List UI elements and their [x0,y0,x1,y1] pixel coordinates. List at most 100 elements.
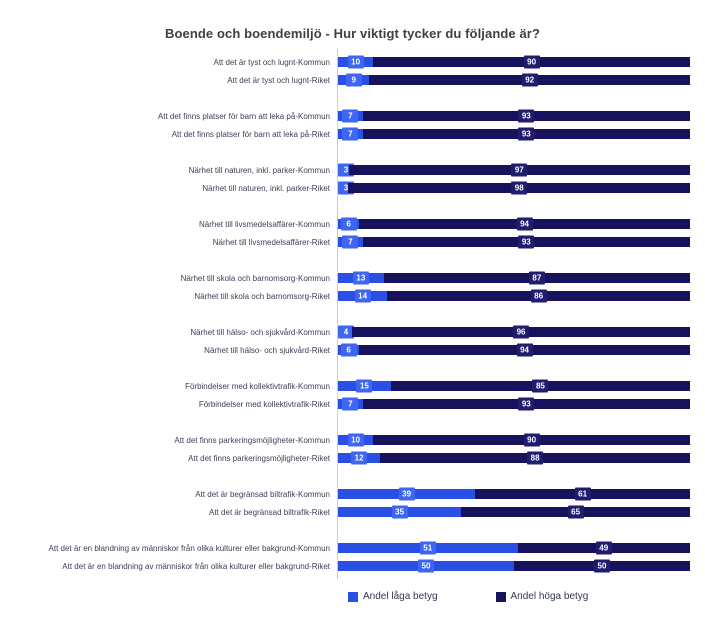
value-badge: 87 [528,271,545,285]
bar-row: Att det finns parkeringsmöjligheter-Rike… [0,449,705,467]
bar-track: 7 93 [338,109,690,123]
value-badge: 96 [513,325,530,339]
hoga-segment: 85 [390,379,690,393]
laga-segment: 9 [338,73,370,87]
plot-area: Att det är tyst och lugnt-Kommun 10 90 Att … [0,49,705,579]
laga-segment: 39 [338,487,476,501]
category-label: Att det är begränsad biltrafik-Riket [209,507,330,517]
bar-row: Förbindelser med kollektivtrafik-Kommun 1… [0,377,705,395]
bar-track: 10 90 [338,55,690,69]
hoga-segment: 92 [369,73,690,87]
hoga-segment: 94 [359,343,690,357]
laga-segment: 12 [338,451,381,465]
hoga-segment: 65 [461,505,690,519]
bar-track: 4 96 [338,325,690,339]
legend-item-laga-betyg[interactable]: Andel låga betyg [348,591,438,602]
category-label: Att det är en blandning av människor frå… [62,561,330,571]
bar-track: 50 50 [338,559,690,573]
category-label: Förbindelser med kollektivtrafik-Kommun [185,381,330,391]
hoga-segment: 88 [380,451,690,465]
category-label: Att det är en blandning av människor frå… [48,543,330,553]
laga-segment: 3 [338,163,354,177]
value-badge: 6 [340,217,357,231]
hoga-segment: 98 [348,181,690,195]
hoga-segment: 93 [362,127,690,141]
value-badge: 4 [338,325,354,339]
value-badge: 7 [342,109,359,123]
bar-track: 3 97 [338,163,690,177]
hoga-segment: 49 [517,541,690,555]
legend-item-hoga-betyg[interactable]: Andel höga betyg [495,591,588,602]
hoga-segment: 93 [362,397,690,411]
hoga-segment: 93 [362,235,690,249]
value-badge: 10 [347,55,364,69]
laga-segment: 6 [338,217,360,231]
laga-segment: 15 [338,379,391,393]
value-badge: 85 [532,379,549,393]
bar-row: Närhet till hälso- och sjukvård-Kommun 4 9… [0,323,705,341]
value-badge: 6 [340,343,357,357]
laga-segment: 7 [338,397,363,411]
bar-row: Att det är tyst och lugnt-Kommun 10 90 [0,53,705,71]
legend-label-laga-betyg: Andel låga betyg [363,591,438,602]
bar-track: 9 92 [338,73,690,87]
bar-row: Att det är begränsad biltrafik-Kommun 39 6… [0,485,705,503]
laga-segment: 35 [338,505,462,519]
bar-row: Närhet till skola och barnomsorg-Riket 14… [0,287,705,305]
bar-track: 35 65 [338,505,690,519]
value-badge: 86 [530,289,547,303]
value-badge: 90 [523,55,540,69]
category-label: Att det finns parkeringsmöjligheter-Komm… [174,435,330,445]
category-label: Att det finns parkeringsmöjligheter-Rike… [188,453,330,463]
laga-segment: 7 [338,127,363,141]
laga-betyg-swatch-icon [348,591,358,602]
category-label: Att det är tyst och lugnt-Riket [227,75,330,85]
bar-track: 51 49 [338,541,690,555]
bar-row: Att det finns platser för barn att leka … [0,107,705,125]
value-badge: 13 [352,271,369,285]
value-badge: 93 [518,235,535,249]
value-badge: 10 [347,433,364,447]
value-badge: 88 [527,451,544,465]
category-label: Att det finns platser för barn att leka … [171,129,330,139]
laga-segment: 4 [338,325,354,339]
bar-row: Att det är en blandning av människor frå… [0,539,705,557]
bar-track: 7 93 [338,127,690,141]
bar-row: Att det finns platser för barn att leka … [0,125,705,143]
laga-segment: 10 [338,433,374,447]
category-label: Närhet till skola och barnomsorg-Riket [194,291,330,301]
laga-segment: 13 [338,271,384,285]
bar-track: 7 93 [338,235,690,249]
value-badge: 93 [518,109,535,123]
bar-track: 13 87 [338,271,690,285]
bar-row: Att det är begränsad biltrafik-Riket 35 65 [0,503,705,521]
bar-row: Att det finns parkeringsmöjligheter-Komm… [0,431,705,449]
bar-track: 6 94 [338,217,690,231]
legend: Andel låga betyg Andel höga betyg [348,591,705,602]
bar-row: Att det är en blandning av människor frå… [0,557,705,575]
value-badge: 94 [516,217,533,231]
value-badge: 93 [518,127,535,141]
value-badge: 7 [342,397,359,411]
category-label: Förbindelser med kollektivtrafik-Riket [198,399,330,409]
laga-segment: 50 [338,559,514,573]
value-badge: 14 [354,289,371,303]
category-label: Närhet till skola och barnomsorg-Kommun [180,273,330,283]
bar-row: Närhet till naturen, inkl. parker-Kommun… [0,161,705,179]
laga-segment: 51 [338,541,518,555]
bar-track: 7 93 [338,397,690,411]
laga-segment: 7 [338,235,363,249]
bar-track: 15 85 [338,379,690,393]
bar-row: Närhet till livsmedelsaffärer-Riket 7 93 [0,233,705,251]
laga-segment: 14 [338,289,388,303]
hoga-segment: 86 [387,289,690,303]
bar-track: 10 90 [338,433,690,447]
value-badge: 51 [419,541,436,555]
value-badge: 7 [342,127,359,141]
laga-segment: 10 [338,55,374,69]
hoga-segment: 90 [373,433,690,447]
category-label: Att det finns platser för barn att leka … [157,111,330,121]
laga-segment: 6 [338,343,360,357]
hoga-segment: 96 [352,325,690,339]
